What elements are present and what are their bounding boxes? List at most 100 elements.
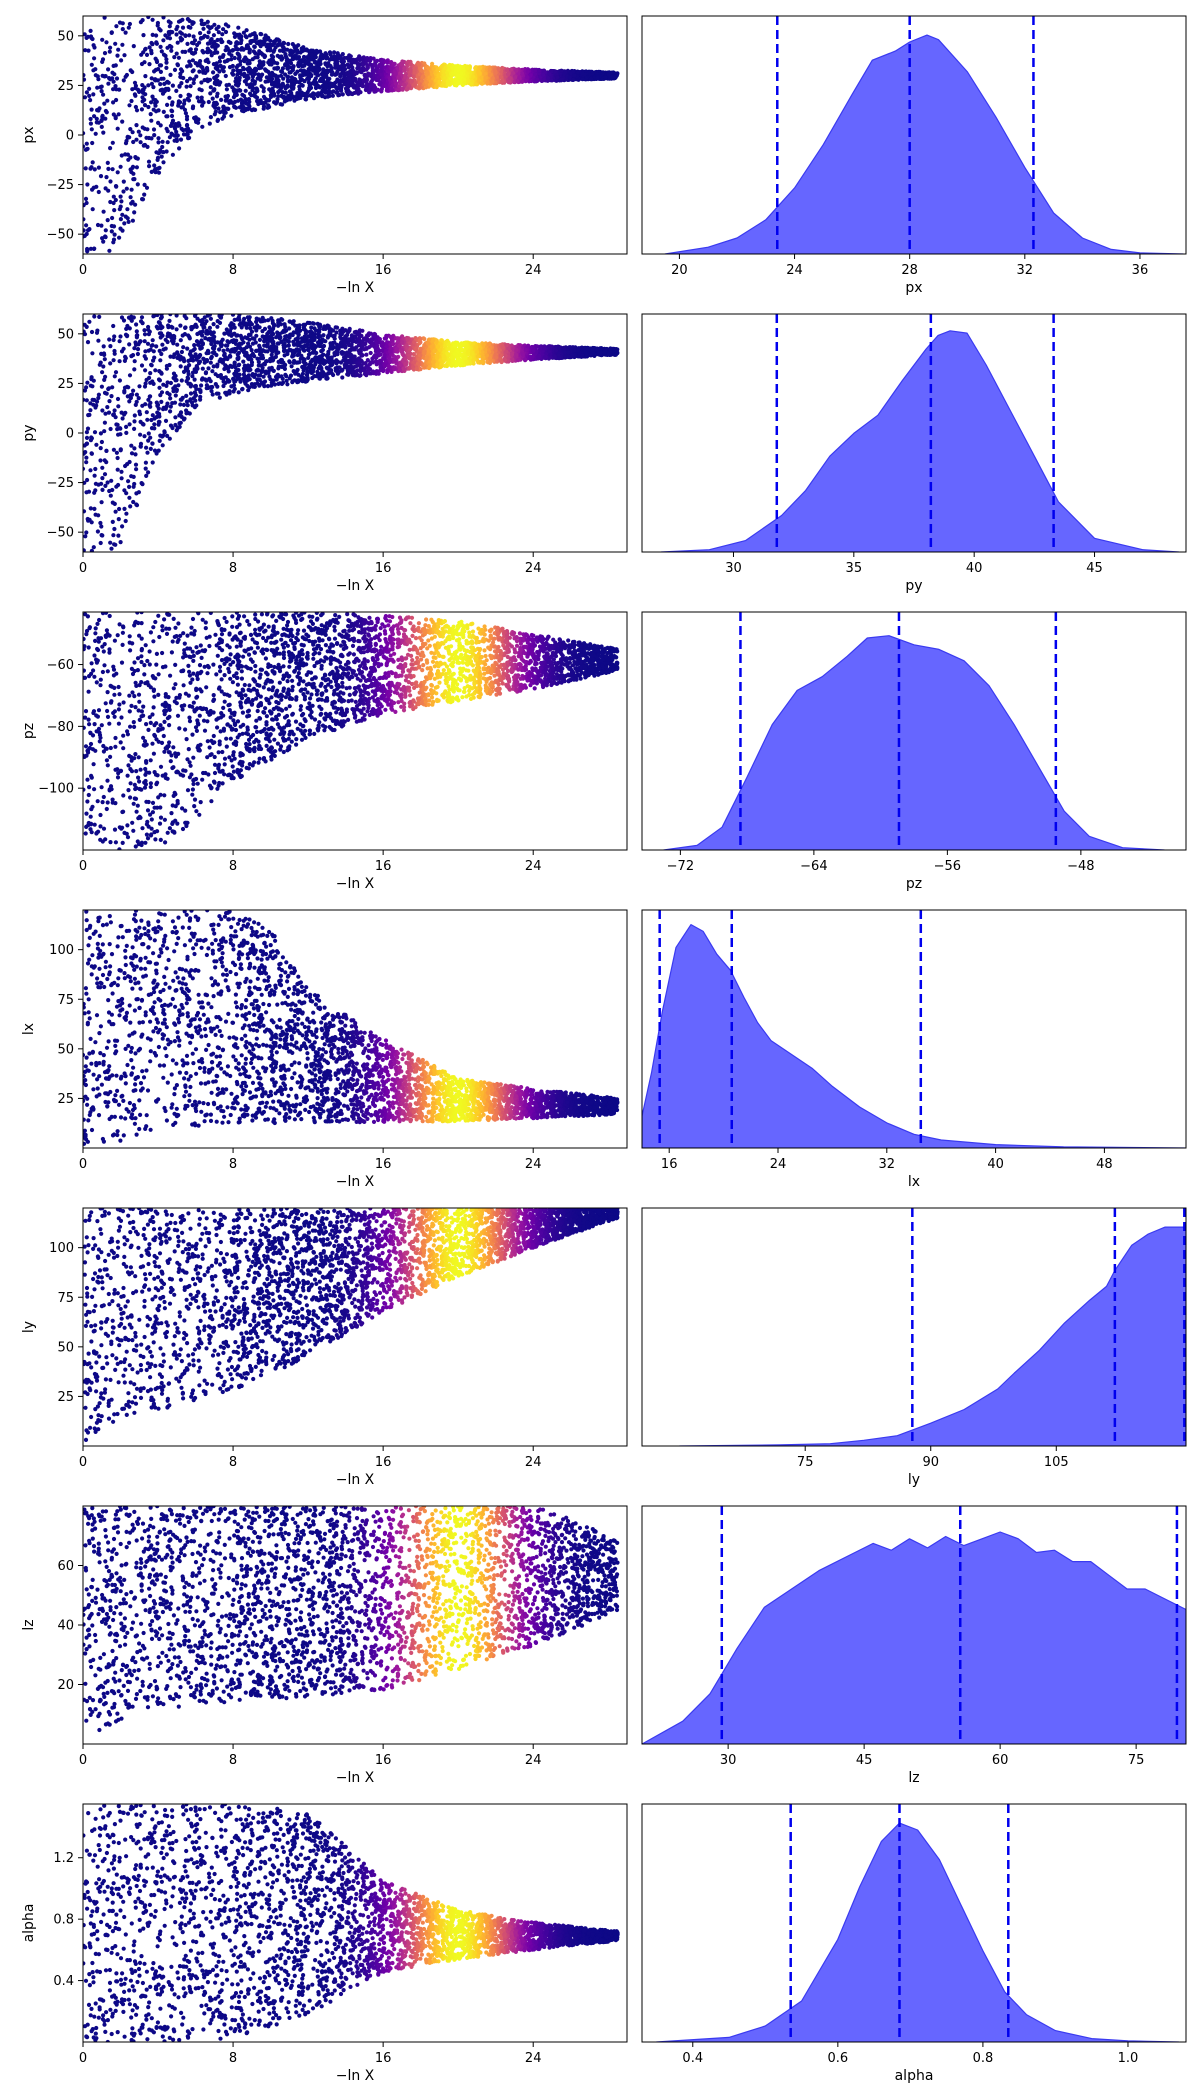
- scatter-point: [506, 79, 512, 84]
- scatter-point: [149, 40, 154, 46]
- scatter-point: [165, 79, 170, 84]
- scatter-point: [92, 473, 97, 478]
- scatter-point: [144, 135, 149, 140]
- scatter-point: [276, 90, 281, 95]
- scatter-point: [212, 50, 217, 56]
- scatter-point: [251, 107, 256, 112]
- scatter-point: [110, 140, 115, 145]
- scatter-point: [101, 344, 106, 349]
- scatter-point: [523, 78, 528, 83]
- scatter-point: [158, 358, 163, 363]
- scatter-point: [373, 63, 378, 68]
- scatter-point: [411, 82, 416, 88]
- scatter-point: [283, 62, 288, 68]
- scatter-point: [366, 71, 371, 76]
- scatter-point: [159, 49, 164, 54]
- scatter-point: [266, 76, 272, 81]
- scatter-point: [146, 83, 151, 88]
- scatter-point: [215, 117, 221, 122]
- scatter-point: [102, 357, 107, 362]
- scatter-point: [113, 509, 118, 514]
- scatter-point: [364, 352, 369, 357]
- scatter-point: [135, 351, 140, 357]
- scatter-point: [332, 55, 337, 60]
- scatter-point: [129, 98, 134, 104]
- scatter-point: [349, 81, 354, 86]
- scatter-point: [276, 79, 281, 84]
- y-tick-label: −50: [47, 228, 74, 243]
- scatter-point: [83, 48, 88, 53]
- scatter-point: [168, 314, 173, 317]
- scatter-point: [102, 16, 107, 20]
- scatter-point: [237, 105, 242, 110]
- scatter-point: [418, 367, 423, 372]
- scatter-point: [179, 75, 184, 80]
- scatter-point: [378, 64, 383, 69]
- scatter-point: [112, 501, 117, 506]
- scatter-point: [252, 44, 257, 50]
- scatter-point: [263, 67, 268, 72]
- scatter-point: [235, 72, 240, 77]
- scatter-point: [83, 144, 86, 149]
- scatter-point: [135, 347, 141, 352]
- scatter-point: [142, 143, 147, 148]
- scatter-point: [584, 75, 589, 80]
- scatter-point: [517, 75, 522, 80]
- scatter-point: [92, 167, 97, 172]
- plot-area: [83, 16, 620, 254]
- scatter-point: [541, 72, 546, 77]
- scatter-point: [199, 36, 204, 41]
- scatter-point: [212, 75, 217, 80]
- scatter-point: [118, 432, 123, 437]
- scatter-point: [289, 49, 294, 54]
- scatter-point: [188, 47, 193, 52]
- scatter-point: [308, 86, 313, 91]
- scatter-point: [431, 66, 436, 71]
- scatter-point: [183, 49, 188, 55]
- scatter-point: [284, 378, 289, 383]
- scatter-point: [113, 63, 118, 68]
- scatter-point: [330, 71, 335, 76]
- scatter-point: [167, 135, 172, 140]
- scatter-point: [220, 39, 225, 44]
- scatter-point: [130, 164, 136, 169]
- x-tick-label: 16: [375, 263, 392, 278]
- scatter-point: [129, 451, 135, 456]
- scatter-point: [125, 152, 130, 157]
- scatter-point: [268, 94, 274, 99]
- scatter-point: [95, 222, 101, 228]
- scatter-point: [157, 385, 162, 390]
- scatter-point: [166, 87, 171, 92]
- scatter-point: [119, 476, 124, 481]
- scatter-point: [212, 22, 217, 27]
- scatter-point: [193, 61, 198, 66]
- scatter-point: [384, 59, 389, 64]
- scatter-point: [177, 146, 182, 151]
- scatter-point: [232, 104, 237, 110]
- scatter-point: [178, 338, 183, 343]
- scatter-point: [342, 82, 348, 87]
- scatter-point: [470, 74, 476, 79]
- scatter-point: [138, 133, 143, 138]
- scatter-point: [134, 137, 139, 142]
- scatter-point: [160, 443, 165, 448]
- scatter-point: [178, 67, 184, 72]
- scatter-point: [375, 87, 381, 92]
- scatter-point: [271, 49, 276, 54]
- scatter-point: [285, 47, 290, 52]
- y-tick-label: 0: [66, 129, 74, 144]
- scatter-point: [172, 67, 178, 72]
- scatter-point: [88, 98, 93, 103]
- scatter-point: [606, 72, 611, 77]
- scatter-point: [462, 77, 467, 82]
- scatter-point: [100, 408, 105, 413]
- scatter-point: [119, 58, 124, 63]
- scatter-point: [361, 361, 366, 366]
- scatter-point: [174, 88, 179, 93]
- scatter-point: [258, 98, 263, 103]
- scatter-point: [199, 99, 204, 104]
- scatter-point: [236, 56, 241, 61]
- scatter-point: [83, 166, 88, 171]
- scatter-point: [84, 35, 89, 41]
- scatter-point: [92, 56, 97, 61]
